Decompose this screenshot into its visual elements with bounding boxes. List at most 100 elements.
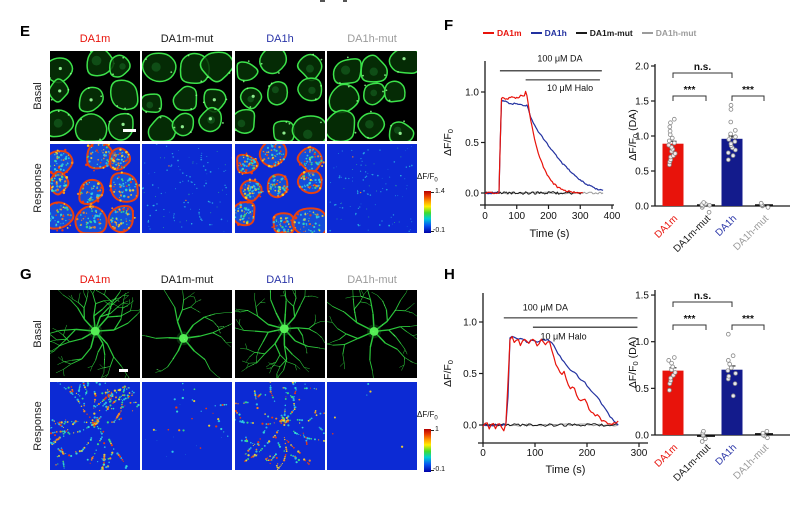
column-label-da1h: DA1h	[266, 33, 294, 45]
colorbar-tick-bottom	[431, 470, 434, 471]
svg-text:DA1m: DA1m	[653, 213, 680, 240]
micrograph-neuron-basal-da1m	[50, 290, 140, 378]
scale-bar	[123, 129, 136, 132]
crop-artifact	[343, 0, 347, 2]
svg-text:1.0: 1.0	[465, 88, 479, 99]
colorbar	[424, 191, 431, 233]
legend: DA1m DA1h DA1m-mut DA1h-mut	[483, 28, 696, 38]
colorbar-min: -0.1	[433, 466, 446, 473]
svg-text:DA1h: DA1h	[714, 442, 739, 467]
svg-text:0.5: 0.5	[465, 138, 479, 149]
column-label-da1m: DA1m	[79, 33, 111, 45]
svg-text:***: ***	[684, 314, 696, 325]
svg-text:1.0: 1.0	[635, 337, 649, 348]
colorbar	[424, 429, 431, 472]
micrograph-hek-response-da1h-mut	[327, 144, 417, 233]
micrograph-hek-basal-da1m	[50, 51, 140, 141]
svg-text:1.5: 1.5	[635, 291, 649, 302]
column-label-da1h-mut: DA1h-mut	[347, 274, 397, 286]
colorbar-tick-top	[431, 192, 434, 193]
line-swatch	[483, 31, 494, 35]
row-label-response: Response	[32, 401, 44, 451]
svg-text:0.0: 0.0	[463, 421, 477, 432]
micrograph-neuron-basal-da1h-mut	[327, 290, 417, 378]
panel-label-g: G	[20, 266, 32, 283]
svg-text:ΔF/F0 (DA): ΔF/F0 (DA)	[627, 337, 640, 388]
svg-text:10 μM Halo: 10 μM Halo	[547, 83, 593, 93]
scale-bar	[119, 369, 128, 372]
svg-text:DA1h-mut: DA1h-mut	[732, 213, 772, 253]
line-chart-neuron: 0.0 0.5 1.0 0 100 200 300 Time (s) ΔF/F0 100 μM D…	[442, 293, 648, 476]
crop-artifact	[320, 0, 325, 2]
svg-text:***: ***	[742, 314, 754, 325]
svg-text:DA1h: DA1h	[714, 213, 739, 238]
column-label-da1h-mut: DA1h-mut	[347, 33, 397, 45]
svg-text:n.s.: n.s.	[694, 291, 711, 302]
svg-text:DA1m: DA1m	[653, 442, 680, 469]
svg-text:2.0: 2.0	[635, 62, 649, 73]
svg-text:ΔF/F0: ΔF/F0	[442, 360, 455, 387]
colorbar-tick-top	[431, 430, 434, 431]
svg-text:300: 300	[631, 448, 648, 459]
panel-label-f: F	[444, 17, 454, 34]
line-chart-hek: 0.0 0.5 1.0 0 100 200 300 400 Time (s) ΔF/F0 100 μ…	[442, 54, 621, 240]
panel-label-e: E	[20, 23, 31, 40]
micrograph-neuron-response-da1m	[50, 382, 140, 470]
micrograph-neuron-response-da1h-mut	[327, 382, 417, 470]
svg-text:0.5: 0.5	[635, 384, 649, 395]
svg-text:ΔF/F0: ΔF/F0	[442, 129, 455, 156]
svg-text:100: 100	[527, 448, 544, 459]
svg-text:100: 100	[508, 211, 525, 222]
micrograph-neuron-response-da1h	[235, 382, 325, 470]
svg-text:200: 200	[540, 211, 557, 222]
svg-text:0.0: 0.0	[635, 202, 649, 213]
colorbar-title: ΔF/F0	[417, 172, 438, 184]
svg-text:1.0: 1.0	[635, 132, 649, 143]
column-label-da1m-mut: DA1m-mut	[160, 274, 214, 286]
svg-text:1.5: 1.5	[635, 97, 649, 108]
colorbar-max: 1	[435, 426, 439, 433]
svg-text:1.0: 1.0	[463, 318, 477, 329]
svg-text:100 μM DA: 100 μM DA	[537, 54, 582, 64]
svg-text:n.s.: n.s.	[694, 62, 711, 73]
svg-text:10 μM Halo: 10 μM Halo	[540, 332, 586, 342]
svg-text:ΔF/F0 (DA): ΔF/F0 (DA)	[627, 109, 640, 160]
svg-text:***: ***	[684, 85, 696, 96]
svg-text:0.0: 0.0	[635, 431, 649, 442]
svg-text:400: 400	[604, 211, 621, 222]
svg-text:***: ***	[742, 85, 754, 96]
colorbar-title: ΔF/F0	[417, 410, 438, 422]
line-swatch	[575, 31, 587, 35]
legend-item-da1h: DA1h	[530, 28, 567, 38]
micrograph-hek-basal-da1h	[235, 51, 325, 141]
row-label-basal: Basal	[32, 320, 44, 348]
micrograph-neuron-basal-da1m-mut	[142, 290, 232, 378]
column-label-da1h: DA1h	[266, 274, 294, 286]
legend-item-da1m-mut: DA1m-mut	[575, 28, 633, 38]
svg-text:Time (s): Time (s)	[530, 228, 570, 240]
legend-item-da1h-mut: DA1h-mut	[641, 28, 696, 38]
colorbar-tick-bottom	[431, 231, 434, 232]
svg-text:DA1h-mut: DA1h-mut	[732, 442, 772, 482]
legend-item-da1m: DA1m	[483, 28, 522, 38]
svg-text:0: 0	[480, 448, 486, 459]
svg-text:0.0: 0.0	[465, 189, 479, 200]
micrograph-neuron-basal-da1h	[235, 290, 325, 378]
column-label-da1m: DA1m	[79, 274, 111, 286]
line-swatch	[530, 31, 542, 35]
svg-text:0.5: 0.5	[635, 167, 649, 178]
panel-label-h: H	[444, 266, 455, 283]
colorbar-max: 1.4	[435, 188, 445, 195]
svg-text:300: 300	[572, 211, 589, 222]
svg-text:200: 200	[579, 448, 596, 459]
column-label-da1m-mut: DA1m-mut	[160, 33, 214, 45]
micrograph-hek-basal-da1m-mut	[142, 51, 232, 141]
svg-text:100 μM DA: 100 μM DA	[523, 303, 568, 313]
row-label-basal: Basal	[32, 82, 44, 110]
micrograph-hek-response-da1m	[50, 144, 140, 233]
line-swatch	[641, 31, 653, 35]
micrograph-hek-response-da1m-mut	[142, 144, 232, 233]
